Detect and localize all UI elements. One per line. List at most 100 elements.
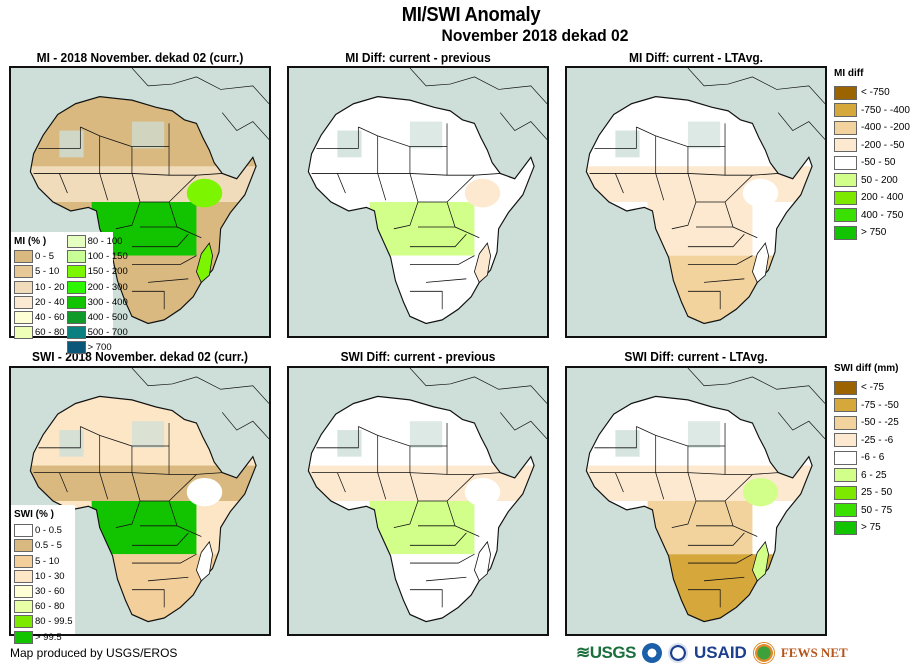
legend-label: 0 - 5 bbox=[35, 251, 55, 263]
usgs-logo: ≋USGS bbox=[576, 643, 636, 662]
legend-swatch bbox=[834, 138, 857, 153]
legend-swatch bbox=[834, 398, 857, 413]
country-border bbox=[131, 553, 197, 564]
panel-title-swi-diff-ltavg: SWI Diff: current - LTAvg. bbox=[624, 349, 768, 364]
legend-swatch bbox=[14, 265, 33, 279]
country-border bbox=[636, 426, 689, 473]
legend-item: 20 - 40 bbox=[14, 295, 65, 310]
country-border bbox=[393, 500, 419, 528]
legend-swatch bbox=[66, 250, 86, 264]
sahel-region bbox=[586, 465, 813, 501]
country-border bbox=[377, 435, 448, 475]
madagascar bbox=[196, 242, 213, 284]
sahara-nodata-patch bbox=[615, 430, 640, 457]
legend-item: > 750 bbox=[834, 224, 922, 242]
arabia-border bbox=[499, 112, 547, 140]
country-border bbox=[59, 472, 68, 493]
sahara-nodata-patch bbox=[337, 430, 362, 457]
country-border bbox=[316, 426, 359, 449]
country-border bbox=[655, 435, 726, 475]
noaa-logo bbox=[641, 643, 662, 663]
legend-swatch bbox=[66, 235, 86, 249]
country-border bbox=[148, 576, 189, 582]
country-border bbox=[99, 135, 170, 176]
panel-title-mi-diff-previous: MI Diff: current - previous bbox=[345, 50, 491, 65]
map-mi-current[interactable] bbox=[9, 66, 271, 338]
legend-swatch bbox=[14, 326, 33, 340]
madagascar bbox=[474, 540, 491, 582]
sahara-nodata-patch bbox=[337, 130, 362, 158]
legend-swatch bbox=[834, 415, 857, 430]
country-border bbox=[131, 123, 170, 148]
libya-nodata-patch bbox=[409, 121, 443, 149]
europe-mideast-coast bbox=[409, 368, 547, 404]
legend-label: 400 - 500 bbox=[87, 311, 128, 323]
legend-item: 10 - 20 bbox=[14, 280, 65, 295]
country-border bbox=[474, 472, 501, 475]
africa-map bbox=[585, 368, 825, 623]
country-border bbox=[671, 500, 697, 528]
map-mi-diff-previous[interactable] bbox=[287, 66, 549, 338]
country-border bbox=[115, 201, 141, 230]
legend-item: 5 - 10 bbox=[14, 554, 72, 569]
legend-swatch bbox=[834, 485, 857, 500]
legend-item: 10 - 30 bbox=[14, 569, 72, 584]
map-swi-diff-ltavg[interactable] bbox=[565, 366, 827, 636]
country-border bbox=[337, 173, 346, 194]
legend-swatch bbox=[834, 155, 857, 170]
panel-title-mi-current: MI - 2018 November. dekad 02 (curr.) bbox=[36, 50, 244, 65]
africa-map bbox=[307, 368, 547, 623]
country-border bbox=[196, 472, 223, 475]
panel-title-swi-current: SWI - 2018 November. dekad 02 (curr.) bbox=[31, 349, 249, 364]
country-border bbox=[148, 278, 189, 283]
country-border bbox=[704, 278, 745, 283]
legend-title: MI (% ) bbox=[14, 236, 47, 247]
usaid-seal-logo bbox=[667, 643, 688, 663]
country-border bbox=[377, 472, 387, 500]
legend-label: 10 - 30 bbox=[35, 570, 65, 582]
legend-swatch bbox=[834, 520, 857, 535]
map-swi-current[interactable] bbox=[9, 366, 271, 636]
map-swi-diff-previous[interactable] bbox=[287, 366, 549, 636]
legend-item: 0 - 5 bbox=[14, 249, 65, 264]
country-border bbox=[131, 173, 197, 203]
legend-label: -400 - -200 bbox=[861, 122, 910, 134]
legend-item: 50 - 200 bbox=[834, 172, 922, 190]
panel-title-mi-diff-ltavg: MI Diff: current - LTAvg. bbox=[628, 50, 763, 65]
legend-label: 500 - 700 bbox=[87, 327, 128, 339]
legend-item: -200 - -50 bbox=[834, 137, 922, 155]
country-border bbox=[671, 201, 697, 230]
legend-label: 50 - 200 bbox=[861, 174, 898, 186]
legend-title: SWI (% ) bbox=[14, 509, 54, 520]
libya-nodata-patch bbox=[687, 421, 721, 448]
legend-swatch bbox=[14, 585, 33, 599]
legend-label: 300 - 400 bbox=[87, 296, 128, 308]
africa-map bbox=[29, 68, 269, 325]
legend-label: 6 - 25 bbox=[861, 469, 887, 481]
legend-swatch bbox=[834, 190, 857, 205]
legend-label: > 700 bbox=[87, 342, 112, 354]
legend-label: 10 - 20 bbox=[35, 281, 65, 293]
country-border bbox=[409, 173, 475, 203]
europe-mideast-coast bbox=[687, 68, 825, 104]
country-border bbox=[594, 126, 637, 149]
legend-swatch bbox=[834, 120, 857, 135]
africa-map bbox=[29, 368, 269, 623]
europe-mideast-coast bbox=[131, 368, 269, 404]
country-border bbox=[687, 532, 745, 546]
legend-item: 150 - 200 bbox=[66, 264, 128, 279]
country-border bbox=[724, 201, 758, 239]
sahara-nodata-patch bbox=[59, 430, 84, 457]
legend-label: 25 - 50 bbox=[861, 487, 893, 499]
legend-item: 0.5 - 5 bbox=[14, 538, 72, 553]
legend-mi-current-col2: 80 - 100 100 - 150 150 - 200 200 - 300 300 -… bbox=[66, 234, 128, 355]
legend-swatch bbox=[14, 539, 33, 553]
map-mi-diff-ltavg[interactable] bbox=[565, 66, 827, 338]
legend-item: 25 - 50 bbox=[834, 484, 922, 502]
legend-swatch bbox=[834, 173, 857, 188]
legend-swatch bbox=[66, 265, 86, 279]
legend-label: 40 - 60 bbox=[35, 311, 65, 323]
legend-label: > 75 bbox=[861, 522, 881, 534]
legend-swatch bbox=[66, 341, 86, 355]
country-border bbox=[615, 173, 624, 194]
